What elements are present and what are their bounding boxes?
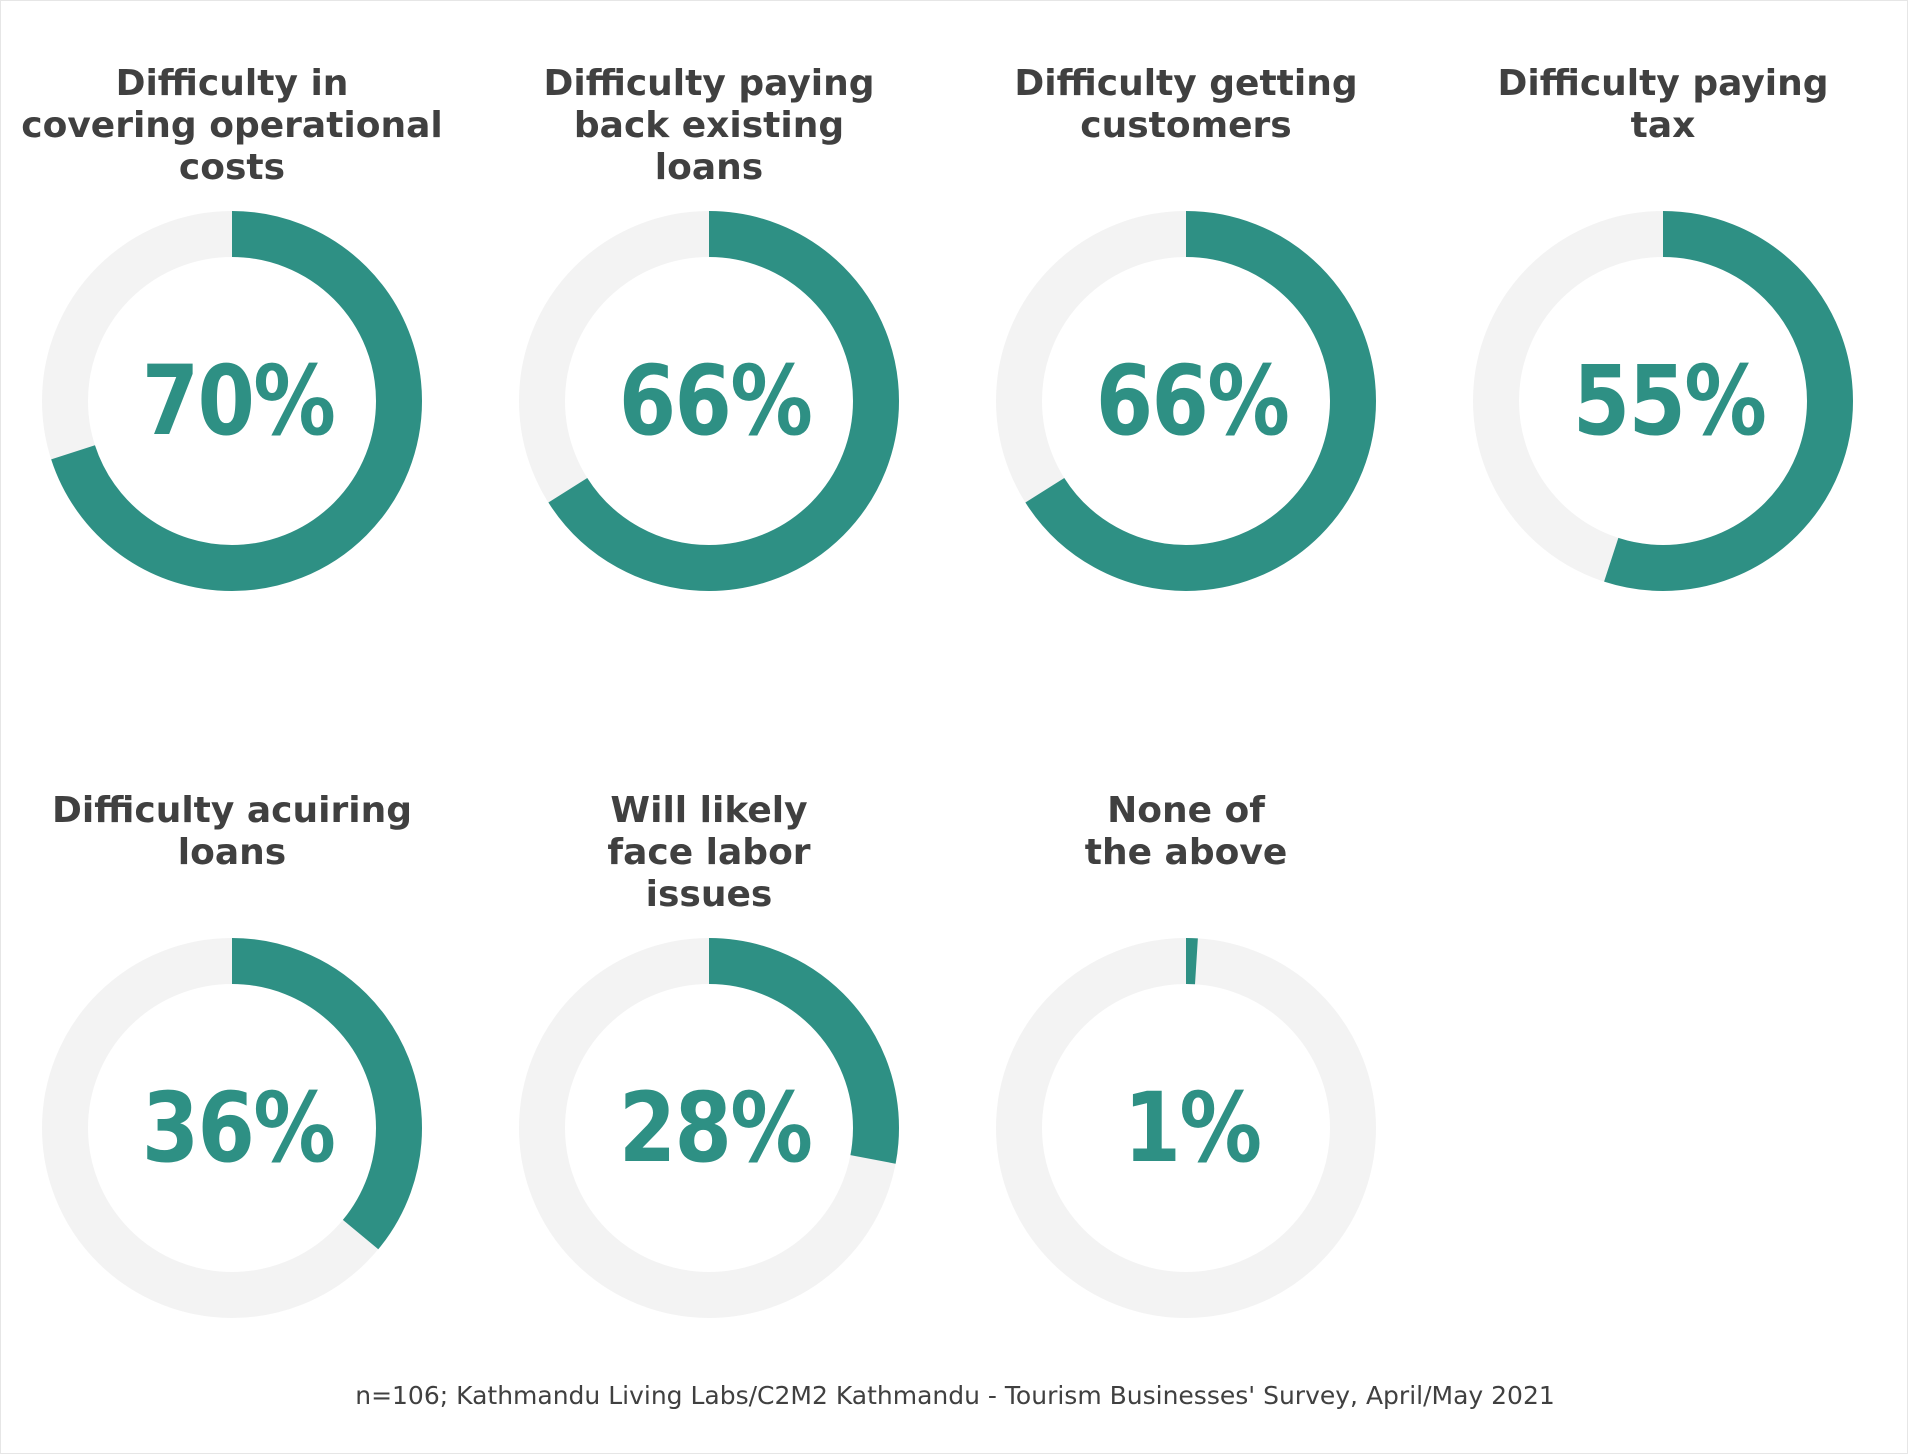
donut-title-line: None of [1107,790,1265,831]
donut: 66% [996,211,1376,591]
donut-svg [519,938,899,1318]
donut-title: Difficulty acuiring loans [12,728,452,940]
donut-value-label: 66% [1095,345,1290,457]
donut-title-line: back existing [573,105,845,146]
donut-panel: Will likely face labor issues 28% [489,728,929,1428]
donut-title-line: covering operational [21,105,443,146]
donut-title-line: Difficulty in [115,63,349,104]
donut-svg [42,211,422,591]
donut-title-line: tax [1630,105,1696,146]
donut-svg [42,938,422,1318]
donut: 70% [42,211,422,591]
donut: 28% [519,938,899,1318]
donut-title: Difficulty paying back existing loans [489,1,929,213]
donut-svg [996,938,1376,1318]
donut: 55% [1473,211,1853,591]
donut-title-line: Difficulty getting [1014,63,1358,104]
donut-panel: Difficulty paying tax 55% [1443,1,1883,701]
donut-value-arc [42,938,422,1318]
donut-title-line: customers [1080,105,1292,146]
donut-panel: None of the above 1% [966,728,1406,1428]
donut-value-label: 55% [1572,345,1767,457]
donut-svg [996,211,1376,591]
donut-title-line: Difficulty paying [543,63,875,104]
donut-value-label: 36% [141,1072,336,1184]
donut-value-label: 70% [141,345,336,457]
donut-title: Will likely face labor issues [489,728,929,940]
donut-panel: Difficulty in covering operational costs 70… [12,1,452,701]
donut-title: Difficulty in covering operational costs [12,1,452,213]
donut-value-arc [1473,211,1853,591]
donut-panel: Difficulty getting customers 66% [966,1,1406,701]
donut-value-arc [519,938,899,1318]
donut-title: Difficulty getting customers [966,1,1406,213]
donut-panel: Difficulty paying back existing loans 66% [489,1,929,701]
donut-svg [519,211,899,591]
donut-title-line: face labor [607,832,811,873]
donut-svg [1473,211,1853,591]
donut-title-line: issues [645,874,773,915]
donut-panel: Difficulty acuiring loans 36% [12,728,452,1428]
source-note: n=106; Kathmandu Living Labs/C2M2 Kathma… [355,1381,1555,1410]
donut: 36% [42,938,422,1318]
donut-title-line: the above [1084,832,1288,873]
donut-title: None of the above [966,728,1406,940]
donut: 1% [996,938,1376,1318]
donut-title-line: loans [177,832,287,873]
donut-title-line: costs [178,147,286,188]
donut-value-arc [519,211,899,591]
donut-title: Difficulty paying tax [1443,1,1883,213]
donut-value-label: 28% [618,1072,813,1184]
donut-value-label: 1% [1123,1072,1262,1184]
donut-title-line: Difficulty acuiring [52,790,412,831]
donut-title-line: Difficulty paying [1497,63,1829,104]
donut-value-arc [42,211,422,591]
donut-value-label: 66% [618,345,813,457]
donut-title-line: loans [654,147,764,188]
donut-value-arc [996,938,1376,1318]
donut-title-line: Will likely [610,790,808,831]
donut: 66% [519,211,899,591]
donut-value-arc [996,211,1376,591]
